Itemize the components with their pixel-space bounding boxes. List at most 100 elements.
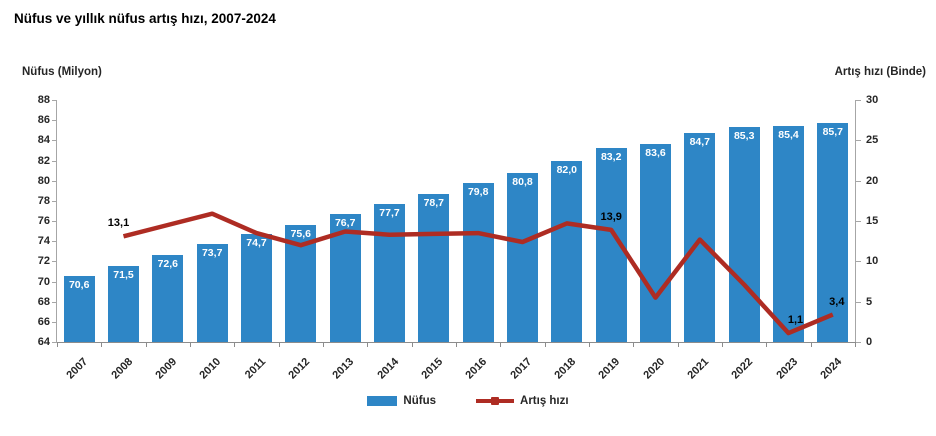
x-axis-tick bbox=[190, 343, 191, 347]
left-axis-tick-label: 66 bbox=[37, 316, 50, 328]
bar-2007 bbox=[63, 275, 95, 342]
bar-2017 bbox=[507, 172, 538, 342]
bar-value-label: 85,7 bbox=[822, 126, 844, 139]
x-axis-label-2018: 2018 bbox=[552, 355, 579, 382]
left-axis-tick bbox=[52, 181, 57, 182]
left-axis-tick bbox=[52, 221, 57, 222]
chart-title: Nüfus ve yıllık nüfus artış hızı, 2007-2… bbox=[14, 11, 276, 26]
bar-value-label: 85,4 bbox=[778, 129, 799, 142]
x-axis-tick bbox=[323, 343, 324, 347]
bar-value-label: 76,7 bbox=[334, 216, 356, 229]
chart-legend: Nüfus Artış hızı bbox=[0, 395, 936, 407]
bar-value-label: 77,7 bbox=[379, 206, 400, 219]
right-axis-tick-label: 0 bbox=[866, 336, 873, 348]
left-axis-tick bbox=[52, 201, 57, 202]
bar-2016 bbox=[462, 182, 494, 342]
x-axis-label-2021: 2021 bbox=[685, 355, 712, 382]
right-axis-tick bbox=[856, 342, 861, 343]
right-axis-line bbox=[855, 100, 856, 343]
x-axis-tick bbox=[766, 343, 767, 347]
bar-value-label: 74,7 bbox=[246, 237, 267, 250]
x-axis-label-2024: 2024 bbox=[818, 355, 845, 382]
x-axis-tick bbox=[146, 343, 147, 347]
bar-2013 bbox=[329, 213, 361, 342]
bar-value-label: 85,3 bbox=[733, 130, 755, 143]
bar-value-label: 79,8 bbox=[467, 185, 489, 198]
bar-value-label: 80,8 bbox=[512, 175, 533, 188]
left-axis-tick-label: 78 bbox=[37, 195, 50, 207]
bar-value-label: 71,5 bbox=[113, 269, 134, 282]
left-axis-tick bbox=[52, 100, 57, 101]
growth-rate-legend-label: Artış hızı bbox=[520, 395, 569, 407]
x-axis-tick bbox=[412, 343, 413, 347]
right-axis-tick-label: 25 bbox=[866, 134, 879, 146]
x-axis-tick bbox=[633, 343, 634, 347]
bar-value-label: 73,7 bbox=[201, 247, 223, 260]
x-axis-label-2016: 2016 bbox=[463, 355, 490, 382]
x-axis-tick bbox=[367, 343, 368, 347]
right-axis-tick bbox=[856, 181, 861, 182]
bar-value-label: 78,7 bbox=[423, 196, 445, 209]
bar-2012 bbox=[285, 225, 317, 342]
left-axis-tick-label: 86 bbox=[37, 114, 50, 126]
left-axis-tick bbox=[52, 241, 57, 242]
left-axis-tick-label: 72 bbox=[37, 255, 50, 267]
bar-2015 bbox=[418, 193, 450, 342]
bar-value-label: 75,6 bbox=[290, 228, 312, 240]
left-axis-tick bbox=[52, 161, 57, 162]
left-axis-tick-label: 68 bbox=[37, 296, 50, 308]
right-axis-tick-label: 10 bbox=[866, 255, 879, 267]
right-axis-tick-label: 20 bbox=[866, 175, 879, 187]
x-axis-label-2020: 2020 bbox=[640, 355, 667, 382]
x-axis-label-2023: 2023 bbox=[773, 355, 800, 382]
bar-2023 bbox=[773, 126, 804, 342]
bar-value-label: 83,2 bbox=[600, 151, 622, 164]
legend-item-population: Nüfus bbox=[367, 395, 436, 407]
x-axis-line bbox=[56, 342, 856, 343]
left-axis-tick bbox=[52, 342, 57, 343]
x-axis-label-2009: 2009 bbox=[153, 355, 180, 382]
x-axis-tick bbox=[456, 343, 457, 347]
x-axis-label-2010: 2010 bbox=[197, 355, 224, 382]
bar-value-label: 84,7 bbox=[689, 136, 711, 149]
bar-2014 bbox=[374, 203, 405, 342]
bar-2022 bbox=[728, 127, 760, 342]
x-axis-label-2015: 2015 bbox=[419, 355, 446, 382]
x-axis-label-2007: 2007 bbox=[64, 355, 91, 382]
left-axis-tick bbox=[52, 302, 57, 303]
left-axis-tick bbox=[52, 322, 57, 323]
legend-item-growth-rate: Artış hızı bbox=[476, 395, 569, 407]
x-axis-tick bbox=[811, 343, 812, 347]
right-axis-tick bbox=[856, 221, 861, 222]
x-axis-label-2013: 2013 bbox=[330, 355, 357, 382]
right-axis-tick-label: 15 bbox=[866, 215, 879, 227]
growth-rate-value-label: 13,9 bbox=[600, 210, 622, 223]
left-axis-tick bbox=[52, 282, 57, 283]
left-axis-tick-label: 74 bbox=[37, 235, 50, 247]
left-axis-tick-label: 82 bbox=[37, 155, 50, 167]
bar-value-label: 83,6 bbox=[645, 147, 666, 160]
x-axis-label-2014: 2014 bbox=[374, 355, 401, 382]
growth-rate-value-label: 3,4 bbox=[829, 295, 845, 308]
bar-value-label: 70,6 bbox=[68, 278, 90, 291]
x-axis-tick bbox=[101, 343, 102, 347]
left-axis-tick-label: 88 bbox=[37, 94, 50, 106]
right-axis-tick-label: 5 bbox=[866, 296, 873, 308]
right-axis-tick-label: 30 bbox=[866, 94, 879, 106]
right-axis-tick bbox=[856, 302, 861, 303]
left-axis-tick bbox=[52, 120, 57, 121]
right-axis-title: Artış hızı (Binde) bbox=[834, 66, 926, 78]
bar-2020 bbox=[640, 144, 671, 342]
growth-rate-value-label: 1,1 bbox=[787, 314, 804, 327]
growth-rate-legend-swatch bbox=[476, 397, 515, 405]
x-axis-tick bbox=[855, 343, 856, 347]
bar-2024 bbox=[817, 123, 849, 342]
bar-2019 bbox=[595, 148, 627, 342]
population-legend-label: Nüfus bbox=[403, 395, 437, 407]
x-axis-label-2019: 2019 bbox=[596, 355, 623, 382]
growth-rate-value-label: 13,1 bbox=[107, 217, 130, 230]
left-axis-tick-label: 80 bbox=[37, 175, 50, 187]
x-axis-label-2012: 2012 bbox=[286, 355, 313, 382]
x-axis-tick bbox=[722, 343, 723, 347]
